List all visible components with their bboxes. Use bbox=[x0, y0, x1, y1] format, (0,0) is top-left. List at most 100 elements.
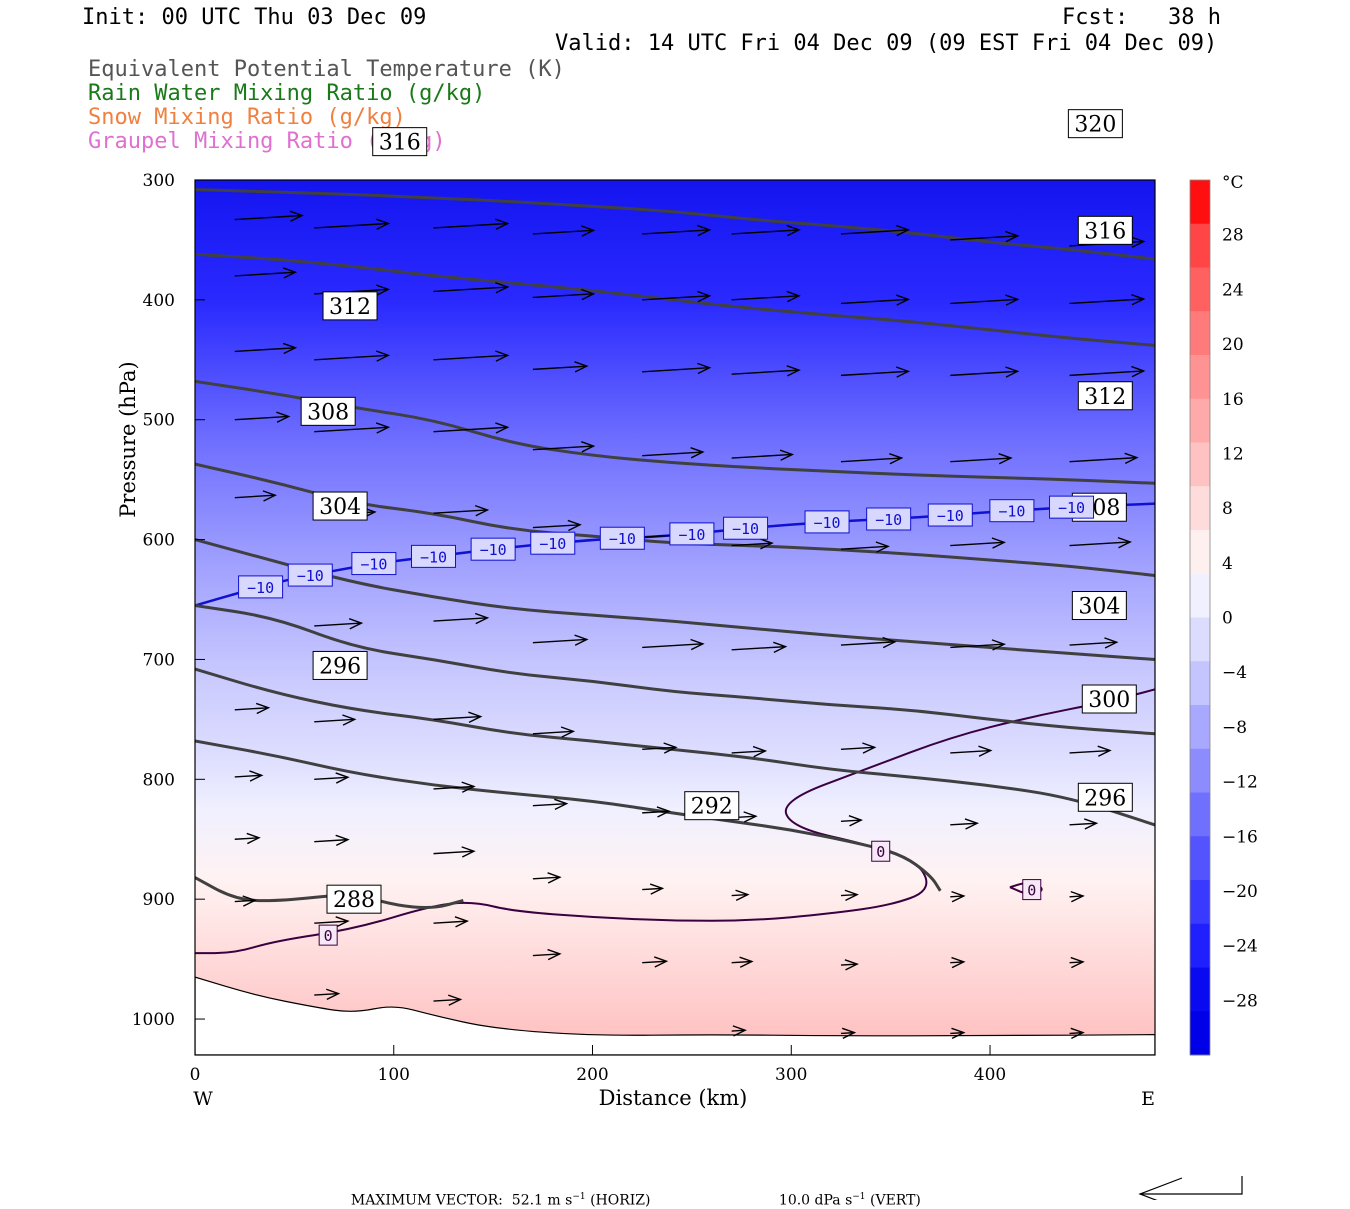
wind-vector-shaft bbox=[840, 229, 909, 235]
wind-vector-shaft bbox=[731, 750, 766, 754]
wind-vector-head bbox=[554, 798, 569, 811]
wind-vector bbox=[433, 781, 476, 793]
wind-vector-shaft bbox=[433, 426, 508, 433]
wind-vector-shaft bbox=[234, 271, 296, 277]
wind-vector bbox=[642, 956, 669, 968]
wind-vector bbox=[950, 294, 1020, 306]
wind-vector-shaft bbox=[840, 641, 895, 646]
wind-vector-head bbox=[249, 770, 264, 782]
wind-vector-shaft bbox=[731, 295, 800, 301]
colorbar-tick-label: 0 bbox=[1222, 609, 1233, 629]
wind-vector bbox=[731, 449, 795, 461]
wind-vector bbox=[234, 267, 298, 279]
wind-vector-head bbox=[663, 742, 678, 754]
wind-vector bbox=[1069, 1027, 1085, 1040]
wind-vector-shaft bbox=[314, 838, 348, 843]
wind-vector-head bbox=[697, 224, 712, 237]
y-axis-title: Pressure (hPa) bbox=[116, 361, 140, 517]
max-horiz-value: 52.1 m s bbox=[511, 1192, 573, 1209]
wind-vector-shaft bbox=[234, 707, 269, 711]
wind-vector-shaft bbox=[1069, 961, 1084, 964]
wind-vector-shaft bbox=[950, 457, 1011, 463]
wind-vector bbox=[950, 639, 1006, 651]
wind-vector-head bbox=[454, 916, 469, 928]
wind-vector bbox=[433, 612, 490, 625]
wind-vector bbox=[532, 225, 596, 237]
wind-vector-shaft bbox=[314, 426, 389, 433]
theta-e-label-316-right: 316 bbox=[1084, 219, 1126, 244]
wind-vector-head bbox=[991, 639, 1006, 651]
isotherm-minus10-label-box bbox=[989, 499, 1035, 523]
theta-e-label-296-box bbox=[312, 650, 368, 680]
isotherm-minus10-label-box bbox=[1049, 495, 1095, 519]
wind-vector-shaft bbox=[731, 960, 752, 964]
max-vert-unit: (VERT) bbox=[870, 1192, 921, 1209]
wind-vector-shaft bbox=[433, 286, 508, 293]
wind-vector bbox=[950, 537, 1006, 549]
theta-e-label-304: 304 bbox=[319, 495, 361, 520]
y-tick-label: 300 bbox=[143, 171, 175, 191]
isotherm-0-label: 0 bbox=[876, 843, 885, 861]
wind-vector bbox=[1069, 365, 1146, 378]
theta-e-label-288: 288 bbox=[333, 888, 375, 913]
wind-vector-head bbox=[375, 422, 391, 434]
y-tick-label: 400 bbox=[143, 291, 175, 311]
wind-vector bbox=[433, 282, 510, 294]
wind-vector-head bbox=[574, 361, 589, 373]
max-vert-footer: 10.0 dPa s−1 (VERT) bbox=[778, 1192, 921, 1209]
isotherm-minus10-label-box bbox=[287, 563, 333, 587]
isotherm-0-line-0 bbox=[195, 688, 1155, 955]
wind-vector bbox=[234, 210, 304, 222]
wind-vector bbox=[234, 411, 291, 423]
theta-e-label-312-box bbox=[322, 291, 378, 321]
wind-vector-shaft bbox=[950, 541, 1005, 547]
wind-vector bbox=[1069, 536, 1132, 549]
wind-vector-head bbox=[841, 1027, 857, 1040]
wind-vector-shaft bbox=[433, 785, 474, 790]
wind-vector-shaft bbox=[234, 214, 303, 221]
wind-vector-shaft bbox=[840, 370, 909, 377]
wind-vector-head bbox=[495, 350, 510, 362]
theta-e-label-308: 308 bbox=[307, 400, 349, 425]
y-tick-label: 1000 bbox=[132, 1010, 175, 1030]
colorbar-tick-label: 28 bbox=[1222, 226, 1244, 246]
wind-vector bbox=[234, 832, 261, 845]
colorbar-tick-label: −28 bbox=[1222, 991, 1258, 1011]
wind-vector-head bbox=[375, 218, 391, 230]
wind-vector-shaft bbox=[314, 718, 355, 723]
wind-vector-head bbox=[848, 815, 863, 827]
colorbar-tick-label: −20 bbox=[1222, 882, 1258, 902]
theta-e-contour-320 bbox=[195, 188, 1155, 261]
colorbar-swatch bbox=[1190, 923, 1210, 968]
isotherm-minus10-label: −10 bbox=[360, 556, 387, 574]
wind-vector-shaft bbox=[840, 893, 858, 897]
wind-vector bbox=[314, 916, 350, 928]
wind-vector-head bbox=[690, 638, 705, 651]
wind-vector-shaft bbox=[433, 998, 461, 1002]
wind-vector bbox=[950, 366, 1020, 378]
wind-vector-head bbox=[1097, 745, 1112, 757]
wind-vector-shaft bbox=[840, 545, 889, 550]
max-vector-footer: MAXIMUM VECTOR: 52.1 m s−1 (HORIZ) bbox=[350, 1192, 651, 1209]
wind-vector bbox=[950, 890, 966, 903]
theta-e-label-292-box bbox=[684, 791, 740, 821]
isotherm-minus10-label-box bbox=[866, 507, 912, 531]
wind-vector bbox=[532, 441, 596, 453]
x-tick-label: 300 bbox=[775, 1065, 807, 1085]
legend-theta-e: Equivalent Potential Temperature (K) bbox=[88, 57, 565, 82]
colorbar-tick-label: 4 bbox=[1222, 554, 1233, 574]
wind-vector-head bbox=[262, 490, 277, 502]
wind-vector bbox=[642, 883, 665, 895]
wind-vector bbox=[314, 350, 391, 362]
wind-vector bbox=[642, 806, 671, 818]
wind-vector bbox=[840, 742, 877, 754]
wind-vector bbox=[1069, 956, 1085, 969]
theta-e-contour-288 bbox=[195, 876, 464, 910]
colorbar-swatch bbox=[1190, 486, 1210, 531]
wind-vector-head bbox=[998, 453, 1013, 465]
wind-vector-shaft bbox=[950, 235, 1018, 241]
colorbar-swatch bbox=[1190, 792, 1210, 837]
wind-vector-head bbox=[895, 294, 911, 306]
wind-vector-shaft bbox=[433, 715, 481, 721]
